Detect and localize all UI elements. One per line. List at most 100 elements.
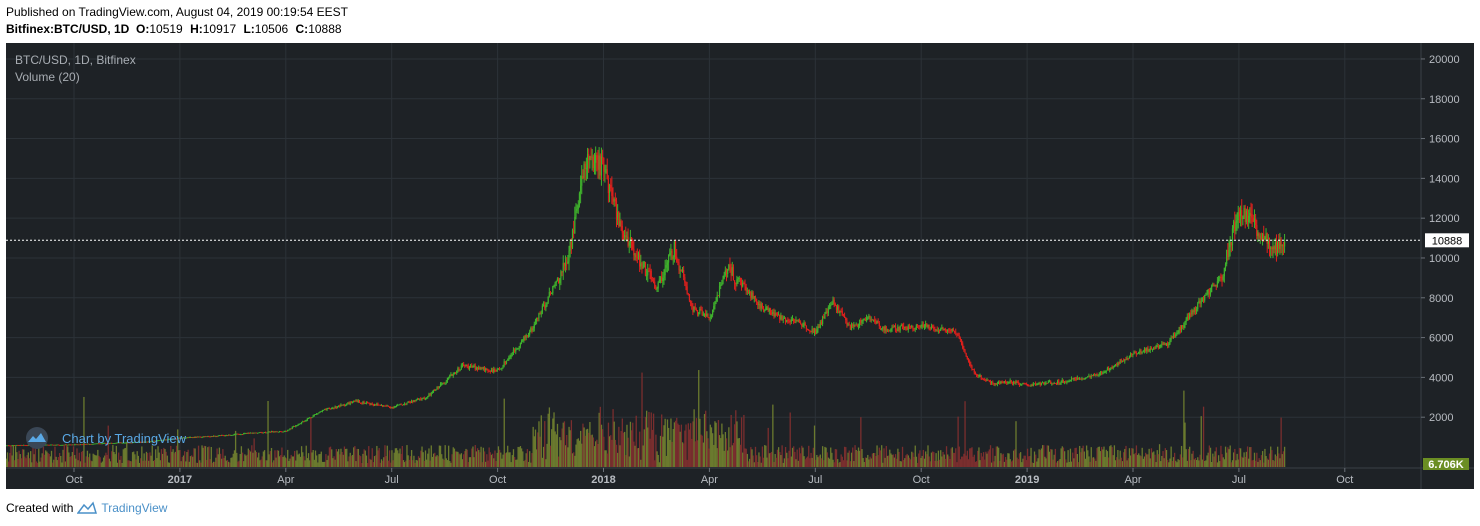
candle-body	[269, 431, 271, 433]
volume-bar	[626, 424, 628, 467]
candle-body	[852, 324, 854, 327]
candle-body	[845, 317, 847, 321]
price-chart[interactable]: 2000018000160001400012000100008000600040…	[6, 43, 1474, 489]
candle-body	[366, 402, 369, 404]
chart-by-tradingview-watermark[interactable]: Chart by TradingView	[22, 427, 186, 449]
candle-body	[108, 443, 110, 445]
candle-body	[909, 325, 912, 327]
time-tick-label: Oct	[913, 474, 930, 486]
volume-bar	[603, 436, 605, 467]
candle-body	[399, 403, 401, 405]
candle-body	[86, 443, 88, 445]
candle-body	[353, 400, 355, 402]
volume-bar	[414, 462, 416, 467]
candle-body	[431, 391, 433, 393]
volume-bar	[430, 445, 432, 467]
volume-bar	[275, 457, 277, 467]
time-tick-label: Oct	[65, 474, 82, 486]
volume-bar	[737, 438, 739, 467]
candle-body	[764, 310, 766, 311]
time-axis[interactable]: Oct 2017 Apr Jul Oct 2018 Apr Jul Oct 2019 Apr Jul O…	[6, 467, 1474, 486]
volume-bar	[1219, 461, 1221, 467]
volume-bar	[684, 430, 686, 467]
candle-body	[1084, 377, 1087, 379]
tradingview-brand-link[interactable]: TradingView	[101, 501, 168, 515]
volume-bar	[1139, 455, 1141, 467]
price-tick-label: 14000	[1429, 173, 1460, 185]
volume-bar	[788, 450, 790, 467]
volume-bar	[274, 450, 276, 467]
candle-body	[816, 329, 818, 334]
volume-bar	[928, 456, 930, 467]
volume-bar	[1176, 462, 1178, 467]
volume-bar	[189, 456, 192, 467]
created-with-label: Created with	[6, 501, 74, 515]
candle-body	[69, 444, 71, 446]
volume-bar	[379, 462, 381, 467]
candle-body	[795, 319, 797, 323]
volume-bar	[649, 438, 651, 467]
volume-bar	[752, 455, 754, 467]
candle-body	[560, 271, 562, 279]
candle-body	[1215, 284, 1217, 287]
candle-body	[615, 201, 618, 220]
volume-bar	[14, 446, 17, 467]
candle-body	[1080, 378, 1082, 380]
volume-bar	[1268, 453, 1271, 467]
candle-body	[445, 381, 447, 383]
candle-body	[529, 331, 531, 335]
volume-bar	[906, 453, 908, 467]
volume-bar	[459, 454, 461, 467]
candle-body	[156, 440, 158, 442]
candle-body	[862, 319, 864, 322]
volume-bar	[437, 456, 439, 467]
volume-bar	[1178, 460, 1180, 467]
candle-body	[1017, 381, 1019, 384]
candle-body	[248, 433, 251, 434]
candle-body	[713, 306, 715, 310]
volume-bar	[921, 455, 923, 467]
volume-bar	[894, 454, 897, 467]
volume-bar	[449, 461, 451, 467]
candle-body	[219, 435, 222, 437]
candle-body	[689, 300, 692, 303]
volume-bar	[157, 446, 159, 467]
volume-bar	[218, 447, 221, 467]
volume-bar	[436, 455, 438, 467]
candle-body	[121, 442, 123, 444]
candle-body	[614, 199, 616, 202]
candle-body	[837, 306, 839, 310]
volume-bar	[1170, 446, 1172, 467]
candle-body	[610, 184, 612, 189]
volume-bar	[232, 453, 234, 467]
candle-body	[383, 405, 385, 407]
candle-body	[287, 430, 289, 432]
candle-body	[1227, 249, 1229, 258]
candle-body	[350, 402, 352, 404]
candle-body	[407, 401, 409, 403]
candle-body	[761, 303, 763, 308]
volume-bar	[269, 451, 271, 467]
candle-body	[586, 154, 589, 169]
candle-body	[923, 326, 926, 328]
volume-bar	[766, 457, 768, 467]
candle-body	[755, 298, 758, 302]
candle-body	[515, 349, 517, 352]
volume-bar	[648, 411, 650, 467]
candle-body	[490, 370, 493, 372]
volume-bar	[341, 451, 343, 467]
candle-body	[679, 269, 681, 271]
volume-bar	[1221, 454, 1223, 467]
candle-body	[1015, 381, 1017, 384]
candle-body	[687, 293, 689, 295]
volume-bar	[1277, 446, 1279, 467]
volume-bar	[797, 460, 799, 467]
candle-body	[1132, 354, 1134, 355]
candle-body	[128, 442, 130, 444]
candle-body	[124, 442, 127, 444]
candle-body	[752, 292, 754, 299]
price-axis[interactable]: 2000018000160001400012000100008000600040…	[1420, 43, 1460, 489]
volume-bar	[118, 452, 120, 467]
candle-body	[284, 430, 286, 432]
volume-bar	[951, 447, 953, 467]
